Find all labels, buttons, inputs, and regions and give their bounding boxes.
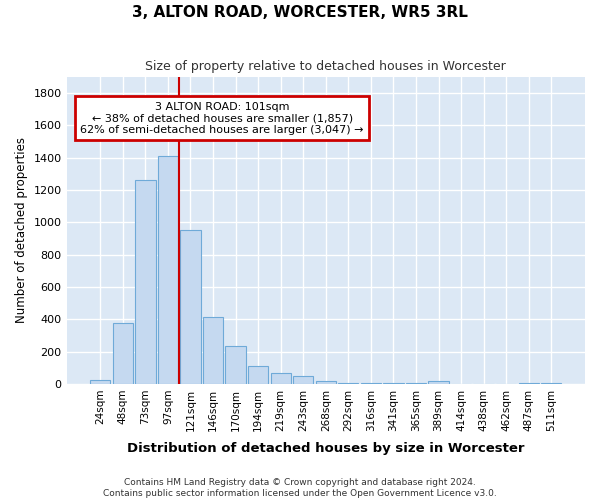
Bar bbox=[158, 156, 178, 384]
Text: 3 ALTON ROAD: 101sqm
← 38% of detached houses are smaller (1,857)
62% of semi-de: 3 ALTON ROAD: 101sqm ← 38% of detached h… bbox=[80, 102, 364, 134]
Bar bbox=[383, 383, 404, 384]
Bar bbox=[406, 383, 426, 384]
Bar bbox=[293, 376, 313, 384]
Bar bbox=[338, 383, 358, 384]
Text: 3, ALTON ROAD, WORCESTER, WR5 3RL: 3, ALTON ROAD, WORCESTER, WR5 3RL bbox=[132, 5, 468, 20]
Bar bbox=[113, 324, 133, 384]
Bar bbox=[361, 383, 381, 384]
X-axis label: Distribution of detached houses by size in Worcester: Distribution of detached houses by size … bbox=[127, 442, 524, 455]
Bar bbox=[248, 366, 268, 384]
Bar bbox=[90, 380, 110, 384]
Text: Contains HM Land Registry data © Crown copyright and database right 2024.
Contai: Contains HM Land Registry data © Crown c… bbox=[103, 478, 497, 498]
Bar bbox=[203, 317, 223, 384]
Bar bbox=[181, 230, 200, 384]
Title: Size of property relative to detached houses in Worcester: Size of property relative to detached ho… bbox=[145, 60, 506, 73]
Bar bbox=[316, 382, 336, 384]
Bar bbox=[271, 372, 291, 384]
Bar bbox=[428, 382, 449, 384]
Bar bbox=[541, 383, 562, 384]
Bar bbox=[226, 346, 246, 384]
Y-axis label: Number of detached properties: Number of detached properties bbox=[15, 138, 28, 324]
Bar bbox=[518, 383, 539, 384]
Bar bbox=[135, 180, 155, 384]
